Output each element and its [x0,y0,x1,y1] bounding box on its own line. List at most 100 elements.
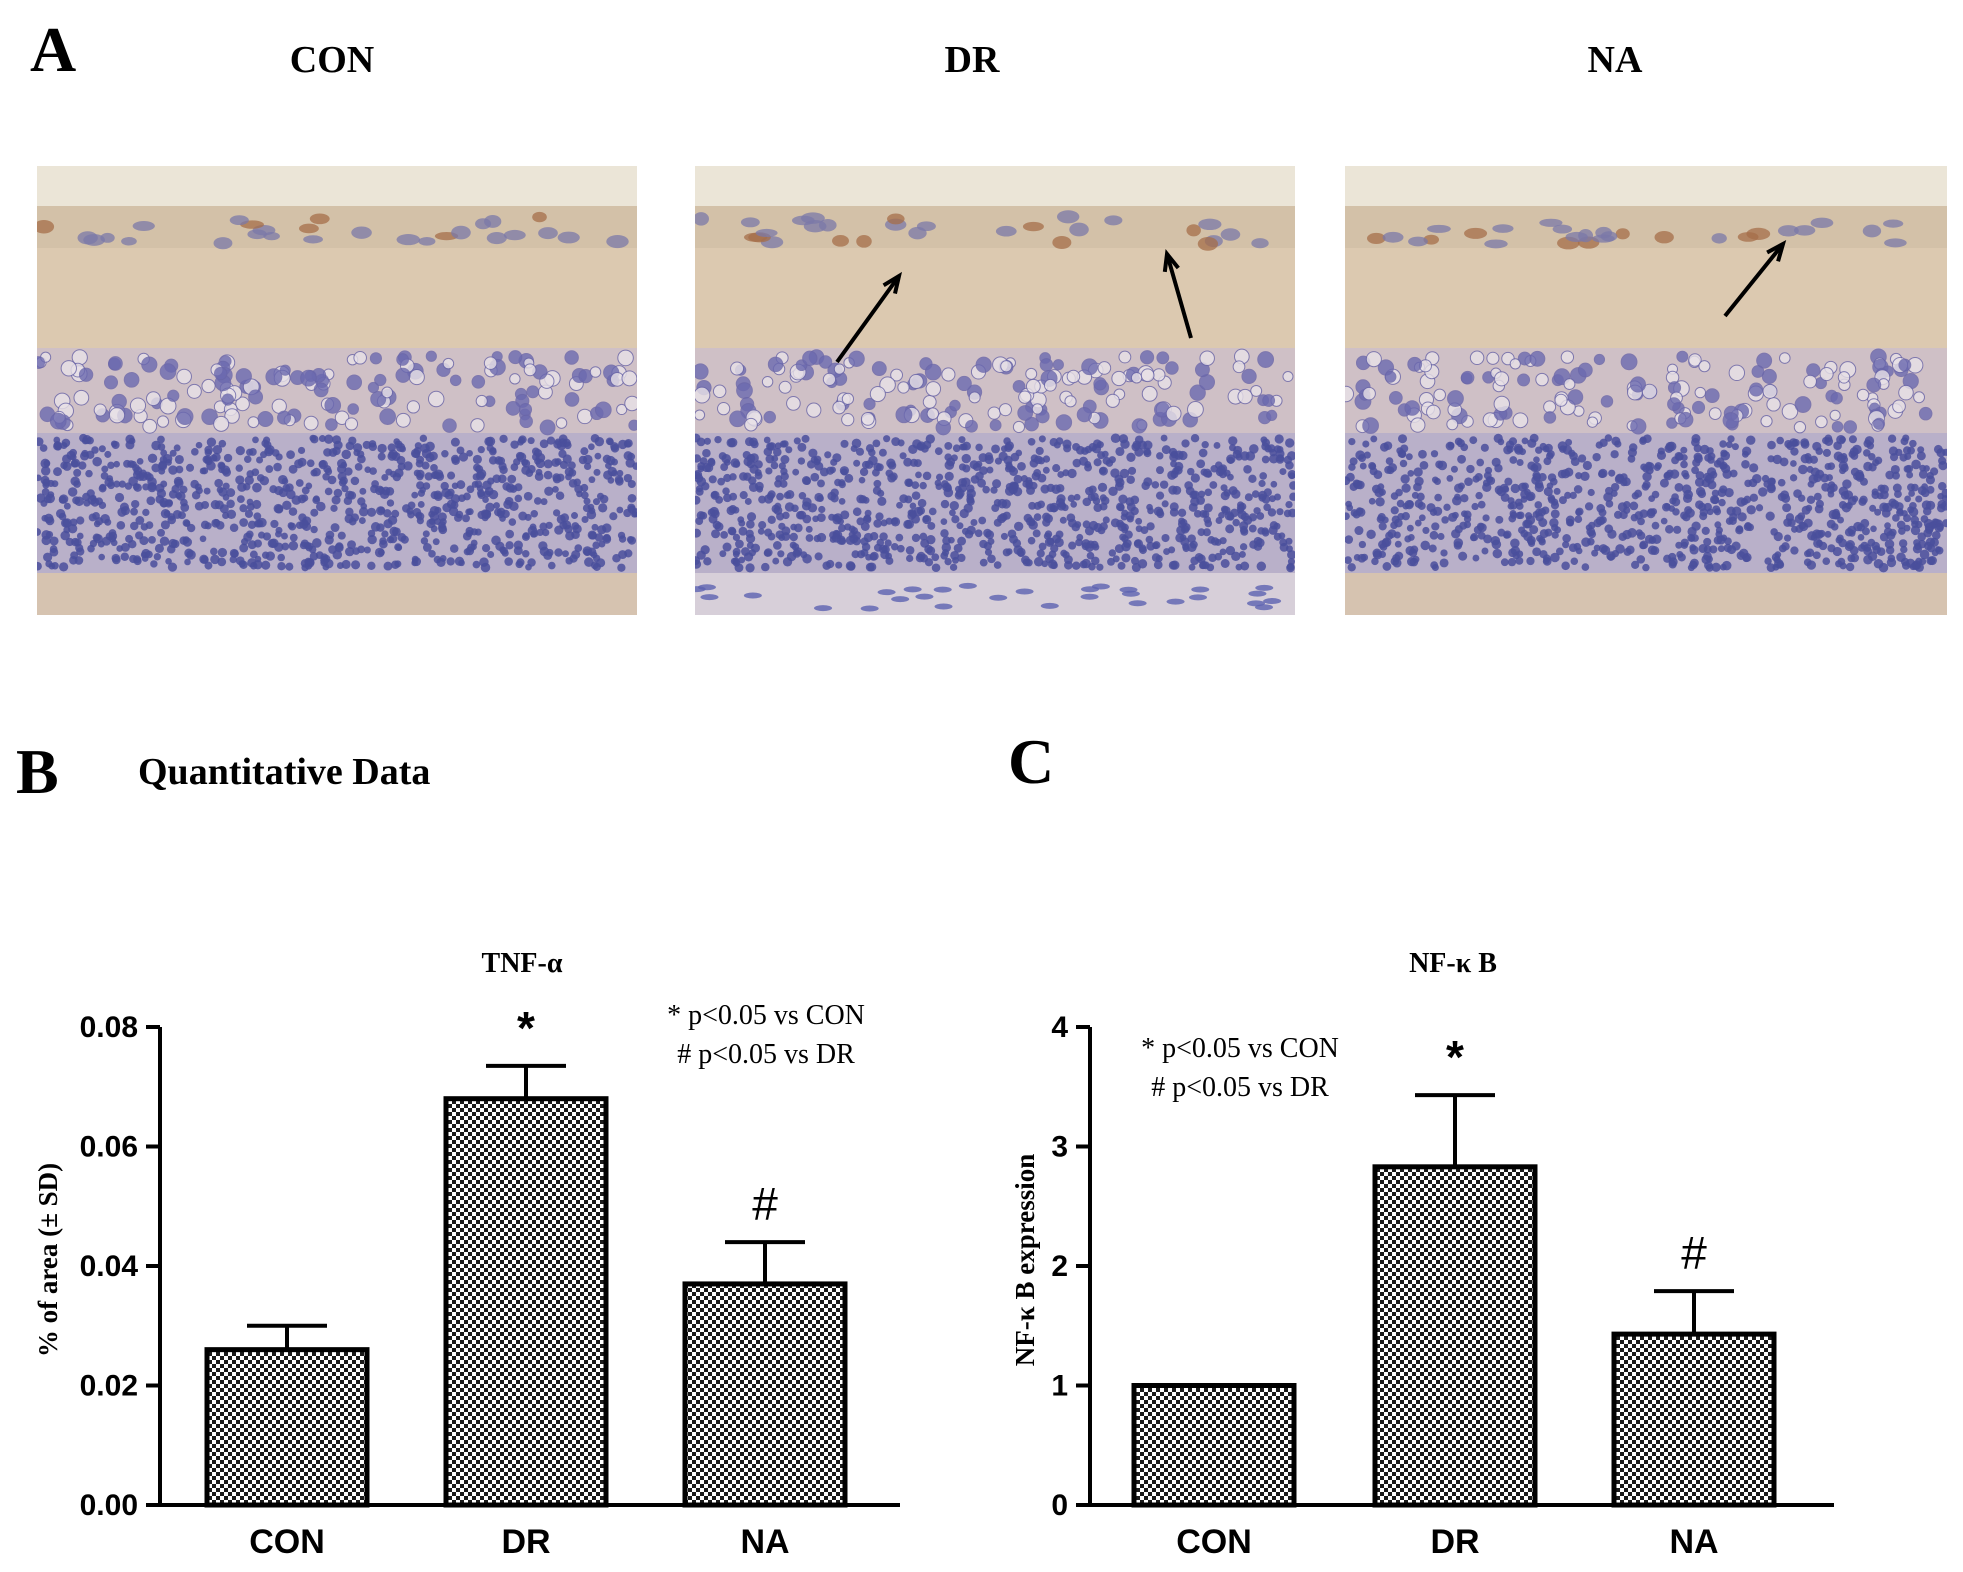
onl-nucleus [112,555,121,565]
onl-nucleus [1168,485,1178,495]
onl-nucleus [1099,522,1108,531]
onl-nucleus [294,459,304,469]
inl-cell [1760,415,1773,428]
onl-nucleus [1371,557,1379,566]
onl-nucleus [63,502,71,510]
onl-nucleus [362,440,371,450]
onl-nucleus [1117,561,1126,570]
onl-nucleus [295,479,304,487]
onl-nucleus [501,509,510,519]
onl-nucleus [253,539,262,548]
onl-nucleus [41,466,51,476]
onl-nucleus [991,444,1000,454]
onl-nucleus [793,523,803,533]
onl-nucleus [984,452,993,461]
onl-nucleus [1196,459,1206,469]
ganglion-cell [755,228,778,238]
onl-nucleus [1082,520,1091,529]
onl-nucleus [330,504,338,512]
onl-nucleus [1236,503,1245,512]
onl-nucleus [880,549,890,560]
onl-nucleus [147,453,158,464]
onl-nucleus [531,447,540,456]
onl-nucleus [944,471,954,481]
onl-nucleus [1003,437,1011,445]
onl-nucleus [987,537,995,545]
inl-cell [1017,405,1034,421]
bar-con [204,1347,370,1508]
onl-nucleus [1285,461,1294,470]
onl-nucleus [919,532,928,541]
onl-nucleus [742,451,751,459]
y-tick-label: 2 [1051,1250,1068,1283]
onl-nucleus [1013,474,1023,484]
onl-nucleus [983,528,992,538]
onl-nucleus [956,522,964,530]
onl-nucleus [1198,490,1206,498]
onl-nucleus [1137,440,1147,450]
onl-nucleus [1177,508,1187,518]
inl-cell [353,350,367,365]
onl-nucleus [565,557,573,565]
onl-nucleus [695,556,701,566]
onl-nucleus [428,550,436,558]
onl-nucleus [1161,445,1171,455]
onl-nucleus [167,562,178,572]
onl-nucleus [1101,450,1109,458]
ganglion-cell [1777,225,1799,237]
onl-nucleus [357,497,366,506]
onl-nucleus [455,510,464,519]
onl-nucleus [583,462,592,471]
onl-nucleus [1145,535,1154,544]
onl-nucleus [979,539,988,549]
onl-nucleus [717,477,726,486]
onl-nucleus [456,446,465,455]
onl-nucleus [505,529,515,539]
onl-nucleus [886,458,896,468]
onl-nucleus [1230,508,1239,518]
bar-con [1131,1383,1297,1508]
ganglion-cell [1408,236,1428,247]
onl-nucleus [958,443,966,451]
onl-nucleus [701,482,710,491]
onl-nucleus [53,467,62,477]
onl-nucleus [697,462,706,471]
onl-nucleus [774,502,782,510]
onl-nucleus [1005,548,1013,555]
onl-nucleus [397,533,407,542]
onl-nucleus [764,548,773,557]
onl-nucleus [735,539,744,549]
onl-nucleus [330,523,340,532]
category-label-con: CON [1176,1523,1252,1561]
onl-nucleus [447,471,456,480]
significance-note: # p<0.05 vs DR [677,1039,855,1070]
onl-nucleus [1471,502,1479,511]
onl-nucleus [763,436,771,444]
onl-nucleus [43,459,51,467]
onl-nucleus [324,487,333,496]
onl-nucleus [466,485,475,494]
ganglion-cell [995,225,1017,237]
onl-nucleus [1025,558,1033,567]
onl-nucleus [477,446,485,454]
onl-nucleus [1569,491,1577,500]
onl-nucleus [986,466,994,474]
onl-nucleus [1038,435,1046,443]
onl-nucleus [93,520,101,528]
inl-cell [1189,384,1206,401]
onl-nucleus [238,560,246,568]
onl-nucleus [780,455,790,464]
onl-nucleus [583,548,591,557]
choroid-cell [1015,588,1034,595]
onl-nucleus [1289,481,1295,490]
onl-nucleus [1155,491,1165,500]
onl-nucleus [1190,433,1200,443]
onl-nucleus [761,562,770,572]
onl-nucleus [383,509,392,518]
onl-nucleus [1170,560,1180,570]
onl-nucleus [328,448,338,457]
onl-nucleus [1220,484,1228,492]
inl-cell [924,363,942,381]
onl-nucleus [580,483,589,492]
onl-nucleus [1288,472,1295,480]
